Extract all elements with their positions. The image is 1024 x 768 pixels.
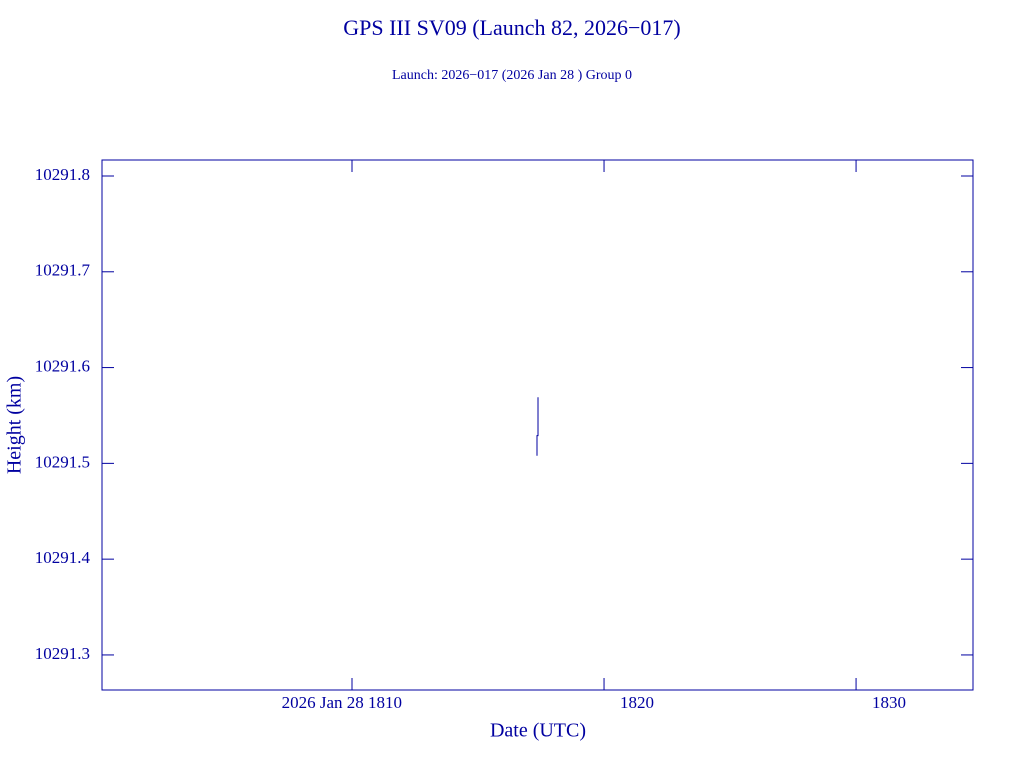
chart-title: GPS III SV09 (Launch 82, 2026−017)	[343, 15, 681, 40]
plot-frame	[101, 159, 974, 691]
x-axis-label: Date (UTC)	[490, 720, 586, 742]
y-tick-label: 10291.8	[35, 165, 90, 184]
y-tick-label: 10291.5	[35, 452, 90, 471]
x-tick-label: 1830	[872, 693, 906, 712]
y-axis-label: Height (km)	[4, 376, 26, 474]
y-tick-label: 10291.7	[35, 261, 91, 280]
chart-subtitle: Launch: 2026−017 (2026 Jan 28 ) Group 0	[392, 68, 632, 83]
y-tick-label: 10291.4	[35, 548, 91, 567]
x-tick-label: 1820	[620, 693, 654, 712]
x-tick-label: 2026 Jan 28 1810	[282, 693, 402, 712]
y-tick-label: 10291.3	[35, 644, 90, 663]
y-tick-label: 10291.6	[35, 356, 90, 375]
data-line	[536, 397, 539, 456]
